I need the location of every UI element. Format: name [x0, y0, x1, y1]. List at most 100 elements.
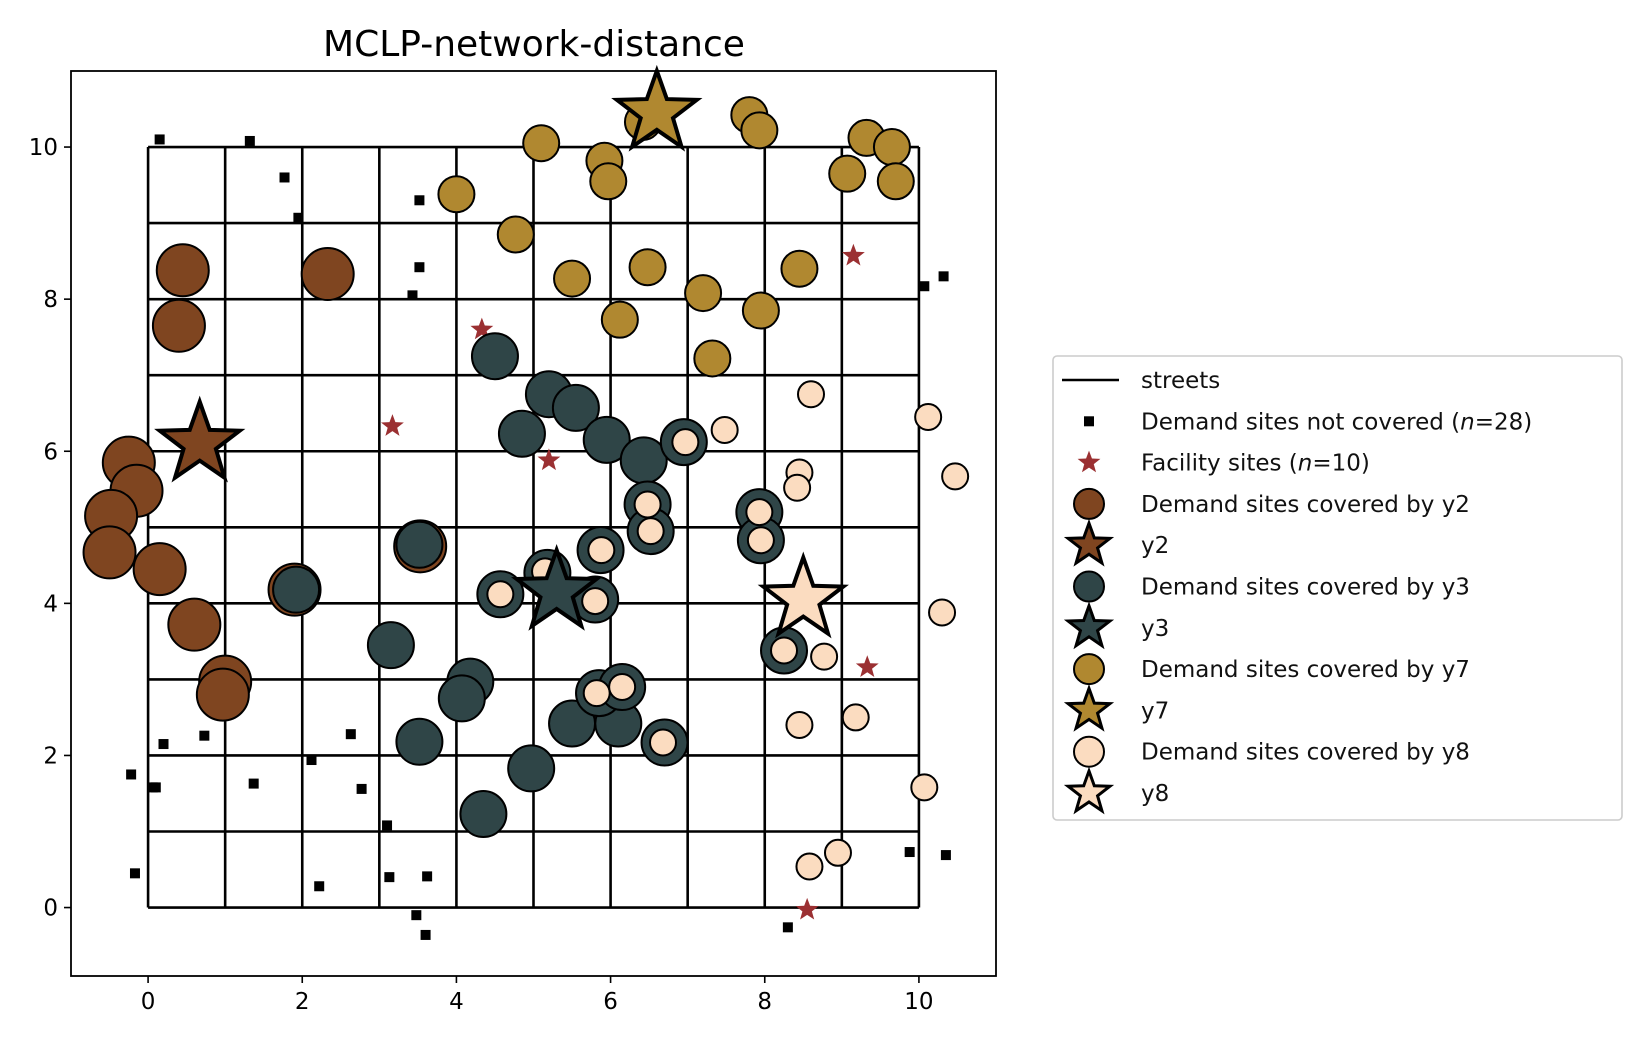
covered-site-y8 — [671, 428, 700, 457]
covered-site-y7 — [693, 339, 732, 378]
legend-label-facility: Facility sites (n=10) — [1141, 451, 1370, 477]
x-tick-label: 4 — [449, 989, 464, 1015]
legend-swatch-y8_sites — [1073, 735, 1105, 768]
legend: streets Demand sites not covered (n=28) Fa… — [1052, 355, 1623, 821]
uncovered-site-marker — [345, 729, 356, 740]
legend-swatch-facility — [1077, 450, 1101, 473]
uncovered-site-marker — [919, 281, 930, 292]
uncovered-site-marker — [199, 730, 210, 741]
y-tick-label: 4 — [43, 591, 58, 617]
covered-site-y3 — [395, 717, 444, 766]
y-tick-label: 6 — [43, 439, 58, 465]
legend-label-uncovered: Demand sites not covered (n=28) — [1141, 409, 1532, 435]
facility-site-marker — [381, 414, 404, 436]
covered-site-y8 — [587, 536, 616, 565]
legend-swatch-y7_sites — [1073, 653, 1105, 686]
facility-site-marker — [537, 448, 561, 471]
plot-area: 0 2 4 6 8 10 0 2 4 6 8 10 — [29, 64, 997, 1015]
covered-site-y3 — [470, 332, 519, 381]
legend-label-y3_sites: Demand sites covered by y3 — [1141, 575, 1470, 601]
covered-site-y8 — [745, 498, 774, 527]
uncovered-site-marker — [384, 872, 395, 883]
uncovered-site-marker — [126, 769, 137, 780]
uncovered-site-marker — [356, 783, 367, 794]
covered-site-y8 — [795, 852, 824, 881]
selected-facility-y7 — [611, 64, 703, 152]
covered-site-y3 — [619, 436, 668, 485]
chart-title: MCLP-network-distance — [323, 24, 745, 65]
uncovered-site-marker — [411, 910, 422, 921]
selected-facility-y2 — [154, 395, 246, 483]
uncovered-site-marker — [422, 871, 433, 882]
covered-site-y3 — [507, 744, 556, 793]
covered-site-y7 — [589, 162, 628, 201]
legend-swatch-y2_star — [1063, 518, 1115, 567]
covered-sites-y3 — [272, 332, 809, 839]
facility-site-marker — [841, 243, 865, 266]
covered-site-y3 — [497, 409, 546, 458]
covered-site-y8 — [941, 462, 970, 491]
selected-facilities — [154, 64, 849, 639]
covered-site-y3 — [551, 383, 600, 432]
covered-site-y8 — [810, 642, 839, 671]
uncovered-site-marker — [306, 755, 317, 766]
covered-site-y7 — [740, 111, 779, 150]
y-tick-label: 2 — [43, 743, 58, 769]
y-tick-label: 8 — [43, 287, 58, 313]
covered-site-y8 — [649, 728, 677, 757]
covered-site-y8 — [910, 773, 939, 802]
covered-site-y7 — [876, 162, 915, 201]
covered-site-y3 — [459, 790, 508, 839]
uncovered-site-marker — [154, 134, 165, 145]
covered-site-y3 — [437, 674, 486, 723]
covered-site-y7 — [496, 215, 535, 254]
x-tick-label: 6 — [603, 989, 618, 1015]
uncovered-site-marker — [407, 290, 418, 301]
covered-site-y8 — [710, 415, 739, 444]
selected-facility-y8 — [757, 551, 849, 639]
covered-site-y7 — [741, 291, 780, 330]
facility-site-marker — [795, 897, 819, 920]
covered-site-y7 — [553, 259, 592, 298]
covered-site-y7 — [437, 175, 476, 214]
covered-site-y3 — [582, 415, 631, 464]
covered-site-y2 — [155, 243, 210, 298]
x-tick-label: 0 — [141, 989, 156, 1015]
covered-site-y2 — [151, 298, 206, 353]
uncovered-sites — [126, 134, 951, 940]
legend-label-y3_star: y3 — [1141, 616, 1169, 642]
legend-label-y7_star: y7 — [1141, 698, 1169, 724]
legend-swatch-y7_star — [1063, 683, 1115, 732]
covered-site-y7 — [684, 274, 723, 313]
legend-swatch-y3_sites — [1073, 570, 1105, 603]
covered-sites-y2 — [82, 243, 448, 722]
uncovered-site-marker — [244, 135, 255, 146]
covered-site-y8 — [770, 636, 799, 665]
selected-facility-y3 — [510, 543, 603, 631]
covered-site-y8 — [486, 580, 515, 609]
covered-site-y7 — [600, 300, 639, 339]
uncovered-site-marker — [904, 847, 915, 858]
covered-site-y8 — [636, 517, 665, 546]
covered-site-y8 — [841, 703, 870, 732]
legend-label-y8_sites: Demand sites covered by y8 — [1141, 740, 1470, 766]
covered-site-y8 — [785, 711, 814, 740]
covered-site-y7 — [628, 248, 667, 287]
x-tick-label: 2 — [295, 989, 310, 1015]
uncovered-site-marker — [938, 271, 949, 282]
covered-site-y7 — [828, 154, 867, 193]
uncovered-site-marker — [414, 262, 425, 273]
uncovered-site-marker — [414, 195, 425, 206]
axes-frame — [70, 70, 997, 977]
covered-site-y8 — [783, 473, 812, 502]
covered-site-y7 — [780, 249, 819, 288]
legend-label-y8_star: y8 — [1141, 781, 1169, 807]
covered-site-y2 — [132, 542, 187, 597]
y-tick-label: 0 — [43, 896, 58, 922]
uncovered-site-marker — [248, 778, 259, 789]
covered-site-y8 — [633, 490, 662, 519]
covered-site-y7 — [522, 124, 561, 163]
legend-box — [1052, 355, 1623, 821]
uncovered-site-marker — [940, 850, 951, 861]
